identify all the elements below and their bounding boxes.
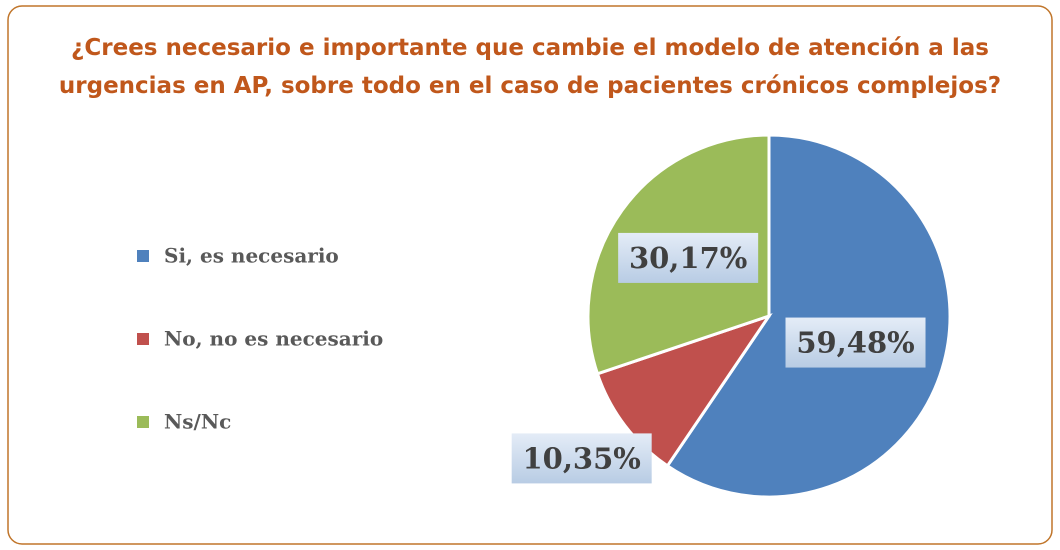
label-box	[618, 232, 759, 283]
legend-label: Ns/Nc	[164, 410, 231, 434]
pie-slice	[665, 133, 952, 499]
legend-swatch	[137, 333, 149, 345]
legend-label: Si, es necesario	[164, 244, 339, 268]
pie-slice	[595, 313, 773, 468]
data-label: 10,35%	[522, 441, 640, 475]
legend-swatch	[137, 416, 149, 428]
label-box	[511, 433, 652, 484]
data-label: 30,17%	[629, 241, 747, 275]
chart-title: ¿Crees necesario e importante que cambie…	[71, 35, 989, 61]
data-label: 59,48%	[796, 326, 914, 360]
legend-label: No, no es necesario	[164, 327, 383, 351]
legend-swatch	[137, 250, 149, 262]
label-box	[785, 317, 926, 368]
chart-title: urgencias en AP, sobre todo en el caso d…	[59, 73, 1001, 99]
